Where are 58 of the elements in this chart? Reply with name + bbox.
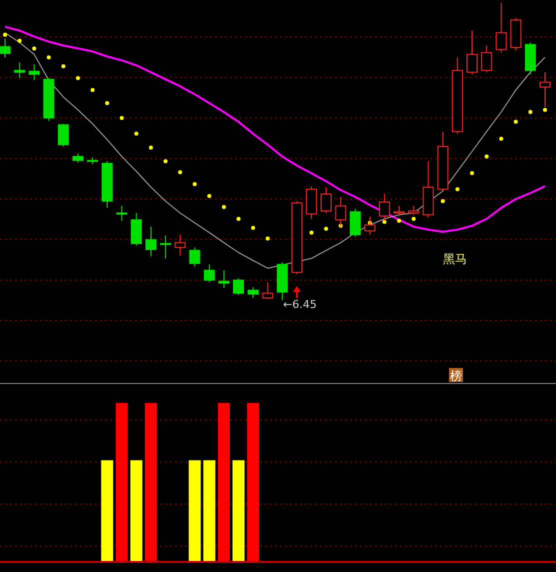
point	[207, 194, 212, 198]
candlestick	[0, 38, 10, 58]
point	[543, 108, 547, 112]
point	[397, 218, 402, 223]
candlestick	[364, 216, 376, 236]
candlestick	[58, 123, 69, 147]
point	[32, 46, 36, 50]
candlestick	[481, 44, 492, 73]
candlestick	[189, 246, 200, 267]
text: 榜	[450, 369, 462, 383]
point	[222, 205, 226, 210]
point	[105, 101, 110, 106]
candlestick	[394, 205, 405, 216]
point	[455, 187, 460, 192]
point	[412, 216, 416, 221]
point	[120, 116, 124, 120]
point	[164, 159, 168, 164]
point	[266, 236, 270, 241]
candlestick	[218, 270, 230, 289]
point	[499, 136, 504, 141]
point	[18, 38, 22, 43]
candlestick	[496, 2, 507, 54]
candlestick	[233, 278, 244, 296]
candlestick	[160, 235, 172, 259]
point	[192, 182, 197, 186]
candlestick	[14, 62, 26, 79]
candlestick	[248, 286, 259, 298]
candlestick	[130, 212, 142, 246]
candlestick	[262, 282, 274, 300]
candlestick	[28, 64, 40, 81]
point	[236, 216, 241, 221]
point	[324, 226, 328, 231]
candlestick	[466, 30, 478, 75]
candlestick	[204, 264, 215, 283]
point	[3, 32, 7, 37]
candlestick	[540, 72, 550, 108]
annotation: ←6.45	[283, 298, 317, 311]
point	[134, 132, 138, 136]
point	[382, 220, 386, 224]
point	[514, 120, 518, 124]
candlestick	[350, 208, 361, 238]
point	[61, 64, 66, 68]
annotation: 黑马	[443, 252, 467, 266]
point	[46, 55, 51, 60]
point	[484, 154, 489, 159]
point	[251, 226, 256, 230]
point	[309, 230, 314, 235]
point	[528, 110, 532, 114]
candlestick	[116, 205, 128, 222]
point	[178, 170, 182, 174]
point	[440, 199, 445, 204]
point	[76, 76, 80, 80]
point	[90, 88, 95, 92]
point	[470, 171, 474, 176]
candlestick	[145, 226, 156, 257]
candlestick	[320, 186, 332, 214]
point	[148, 146, 153, 150]
candlestick	[174, 234, 186, 256]
